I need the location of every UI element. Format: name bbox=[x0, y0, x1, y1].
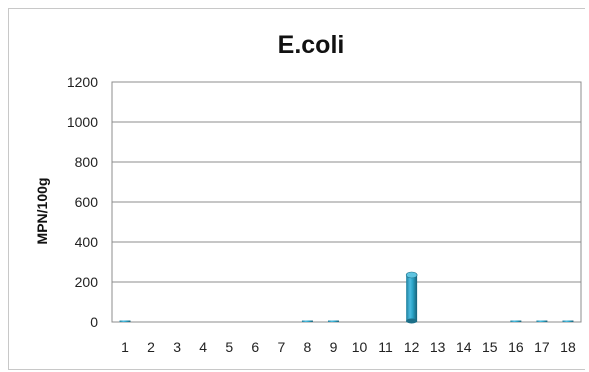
x-tick-label: 6 bbox=[251, 339, 259, 355]
bar bbox=[510, 320, 522, 322]
x-tick-label: 9 bbox=[330, 339, 338, 355]
bar-body bbox=[301, 320, 313, 322]
x-tick-label: 15 bbox=[482, 339, 498, 355]
x-tick-label: 4 bbox=[199, 339, 207, 355]
bar bbox=[562, 320, 574, 322]
x-tick-label: 2 bbox=[147, 339, 155, 355]
y-tick-label: 200 bbox=[75, 274, 99, 290]
chart-title: E.coli bbox=[278, 31, 345, 59]
y-tick-label: 1000 bbox=[67, 114, 98, 130]
x-tick-label: 8 bbox=[304, 339, 312, 355]
bar-body bbox=[536, 320, 548, 322]
bar-top-cap bbox=[405, 271, 418, 279]
x-tick-label: 13 bbox=[430, 339, 446, 355]
x-tick-label: 14 bbox=[456, 339, 472, 355]
y-axis-title: MPN/100g bbox=[34, 178, 50, 245]
x-tick-label: 10 bbox=[352, 339, 368, 355]
plot-area-border bbox=[111, 81, 582, 323]
x-tick-label: 3 bbox=[173, 339, 181, 355]
bar bbox=[119, 320, 131, 322]
y-tick-label: 600 bbox=[75, 194, 99, 210]
x-tick-label: 5 bbox=[225, 339, 233, 355]
y-tick-labels: 0 200 400 600 800 1000 1200 bbox=[67, 74, 98, 330]
bar-body bbox=[328, 320, 339, 322]
bar-body bbox=[406, 274, 418, 322]
bar-body bbox=[119, 320, 131, 322]
x-tick-label: 11 bbox=[378, 339, 393, 355]
axes bbox=[111, 81, 582, 323]
x-tick-label: 18 bbox=[560, 339, 576, 355]
x-tick-label: 1 bbox=[121, 339, 129, 355]
y-tick-label: 400 bbox=[75, 234, 99, 250]
y-tick-label: 800 bbox=[75, 154, 99, 170]
bar bbox=[536, 320, 548, 322]
bar-body bbox=[510, 320, 522, 322]
bars bbox=[119, 271, 574, 324]
bar bbox=[328, 320, 339, 322]
chart-frame: E.coli 0 200 400 600 800 1000 1200 1 2 3 4 5 6 7 8 9 10… bbox=[8, 8, 585, 370]
x-tick-label: 17 bbox=[534, 339, 550, 355]
bar bbox=[405, 271, 418, 324]
x-tick-labels: 1 2 3 4 5 6 7 8 9 10 11 12 13 14 15 16 17 18 bbox=[121, 339, 576, 355]
gridlines bbox=[112, 81, 581, 283]
x-tick-label: 12 bbox=[404, 339, 420, 355]
bar-base-cap bbox=[406, 318, 418, 324]
x-tick-label: 7 bbox=[277, 339, 285, 355]
y-tick-label: 1200 bbox=[67, 74, 98, 90]
y-tick-label: 0 bbox=[90, 314, 98, 330]
bar-body bbox=[562, 320, 574, 322]
x-tick-label: 16 bbox=[508, 339, 524, 355]
bar bbox=[301, 320, 313, 322]
